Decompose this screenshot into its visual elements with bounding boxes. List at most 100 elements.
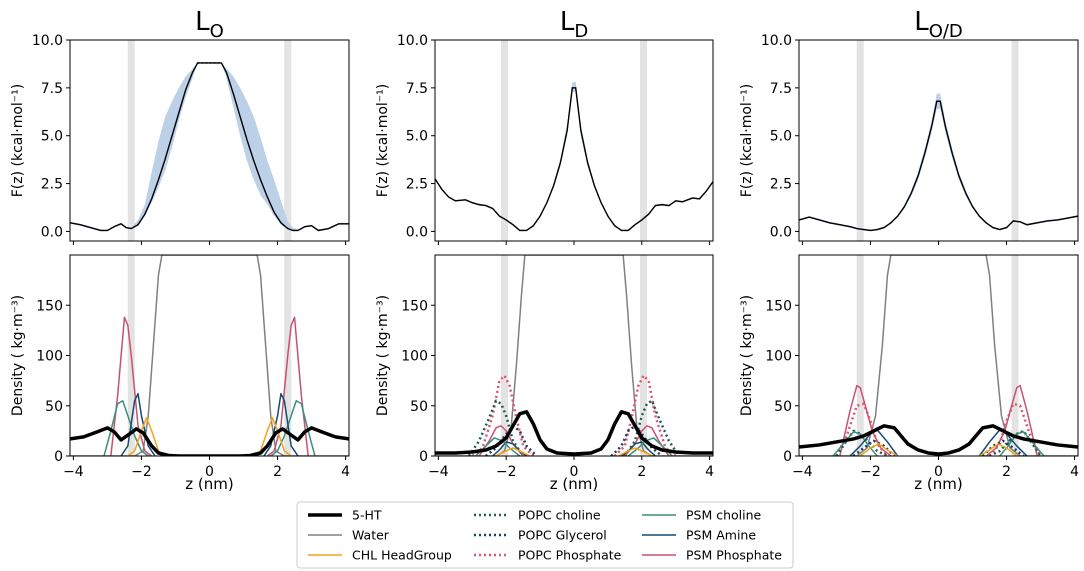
x-tick-label: −4 (63, 464, 84, 480)
top-y-axis-label: F(z) (kcal·mol⁻¹) (375, 84, 391, 198)
y-tick-label: 2.5 (41, 177, 63, 193)
density-psm-phosphate (266, 316, 309, 456)
bottom-y-axis-label: Density ( kg·m⁻³) (375, 295, 391, 416)
y-tick-label: 0 (54, 449, 63, 465)
y-tick-label: 100 (765, 349, 792, 365)
top-y-axis-label: F(z) (kcal·mol⁻¹) (739, 84, 755, 198)
density-water (70, 255, 349, 456)
x-tick-label: 4 (705, 464, 714, 480)
x-tick-label: 4 (1070, 464, 1079, 480)
x-tick-label: 2 (273, 464, 282, 480)
top-plot-frame (798, 39, 1079, 242)
legend-label: PSM choline (686, 508, 762, 523)
legend-label: POPC choline (518, 508, 601, 523)
interface-band (501, 255, 508, 456)
free-energy-error-band (435, 82, 713, 232)
free-energy-error-band (70, 62, 349, 232)
x-tick-label: −4 (428, 464, 449, 480)
legend-label: Water (352, 528, 390, 543)
y-tick-label: 7.5 (41, 81, 63, 97)
top-plot-frame (69, 39, 350, 242)
free-energy-line (799, 100, 1078, 232)
x-tick-label: −4 (792, 464, 813, 480)
free-energy-plot (70, 40, 349, 241)
y-tick-label: 100 (36, 349, 63, 365)
legend-label: PSM Amine (686, 528, 756, 543)
density-psm-amine (120, 392, 156, 456)
free-energy-line (435, 87, 713, 232)
top-y-axis-label: F(z) (kcal·mol⁻¹) (10, 84, 26, 198)
x-tick-label: 4 (341, 464, 350, 480)
bottom-plot-frame (434, 254, 714, 457)
free-energy-line (70, 62, 349, 232)
density-popc-glycerol (981, 439, 1025, 456)
interface-band (856, 40, 864, 241)
x-tick-label: −2 (496, 464, 517, 480)
density-plot (435, 255, 713, 456)
density-chl-headgroup (859, 443, 899, 456)
panel-3: LO/D 0.0 2.5 5.0 7.5 10.0 F(z) (kcal·mol⁻¹) 0 50… (739, 7, 1079, 493)
panel-title: LO/D (914, 7, 963, 42)
density-psm-choline (103, 399, 149, 456)
interface-band (640, 255, 647, 456)
x-tick-label: 2 (1002, 464, 1011, 480)
y-tick-label: 10.0 (397, 33, 428, 49)
y-tick-label: 100 (401, 349, 428, 365)
density-5-ht (435, 410, 713, 456)
legend-label: PSM Phosphate (686, 548, 782, 563)
panel-1: LO 0.0 2.5 5.0 7.5 10.0 F(z) (kcal·mol⁻¹) 0 50 10… (10, 7, 350, 493)
y-tick-label: 5.0 (406, 129, 428, 145)
y-tick-label: 10.0 (32, 33, 63, 49)
density-water (435, 255, 713, 456)
y-tick-label: 0 (783, 449, 792, 465)
legend-label: POPC Glycerol (518, 528, 607, 543)
y-tick-label: 0.0 (406, 224, 428, 240)
density-chl-headgroup (978, 443, 1018, 456)
y-tick-label: 7.5 (770, 81, 792, 97)
density-psm-choline (270, 399, 316, 456)
x-tick-label: 2 (637, 464, 646, 480)
density-psm-phosphate (985, 384, 1038, 456)
legend-label: CHL HeadGroup (352, 548, 452, 563)
density-5-ht (799, 424, 1078, 456)
x-tick-label: 0 (205, 464, 214, 480)
bottom-y-axis-label: Density ( kg·m⁻³) (739, 295, 755, 416)
density-chl-headgroup (617, 447, 653, 456)
legend-label: POPC Phosphate (518, 548, 622, 563)
panel-title: LO (195, 7, 224, 42)
bottom-plot-frame (798, 254, 1079, 457)
x-tick-label: −2 (860, 464, 881, 480)
interface-band (284, 40, 292, 241)
y-tick-label: 5.0 (770, 129, 792, 145)
free-energy-error-band (799, 93, 1078, 232)
y-tick-label: 50 (774, 399, 792, 415)
y-tick-label: 5.0 (41, 129, 63, 145)
x-tick-label: 0 (934, 464, 943, 480)
interface-band (1011, 40, 1019, 241)
y-tick-label: 150 (401, 298, 428, 314)
interface-band (127, 40, 135, 241)
y-tick-label: 2.5 (770, 177, 792, 193)
legend: 5-HT Water CHL HeadGroup POPC choline POPC G… (296, 501, 794, 569)
free-energy-plot (435, 40, 713, 241)
interface-band (640, 40, 647, 241)
y-tick-label: 50 (410, 399, 428, 415)
density-chl-headgroup (495, 447, 531, 456)
x-tick-label: −2 (131, 464, 152, 480)
density-popc-choline (835, 429, 889, 456)
x-axis-label: z (nm) (914, 475, 962, 493)
y-tick-label: 0 (419, 449, 428, 465)
interface-band (1011, 255, 1019, 456)
legend-frame (296, 501, 794, 569)
y-tick-label: 50 (45, 399, 63, 415)
x-tick-label: 0 (570, 464, 579, 480)
density-psm-amine (263, 392, 299, 456)
y-tick-label: 150 (765, 298, 792, 314)
x-axis-label: z (nm) (550, 475, 598, 493)
density-psm-phosphate (110, 316, 153, 456)
density-popc-choline (623, 399, 681, 456)
legend-label: 5-HT (352, 508, 382, 523)
density-5-ht (70, 426, 349, 456)
bottom-y-axis-label: Density ( kg·m⁻³) (10, 295, 26, 416)
